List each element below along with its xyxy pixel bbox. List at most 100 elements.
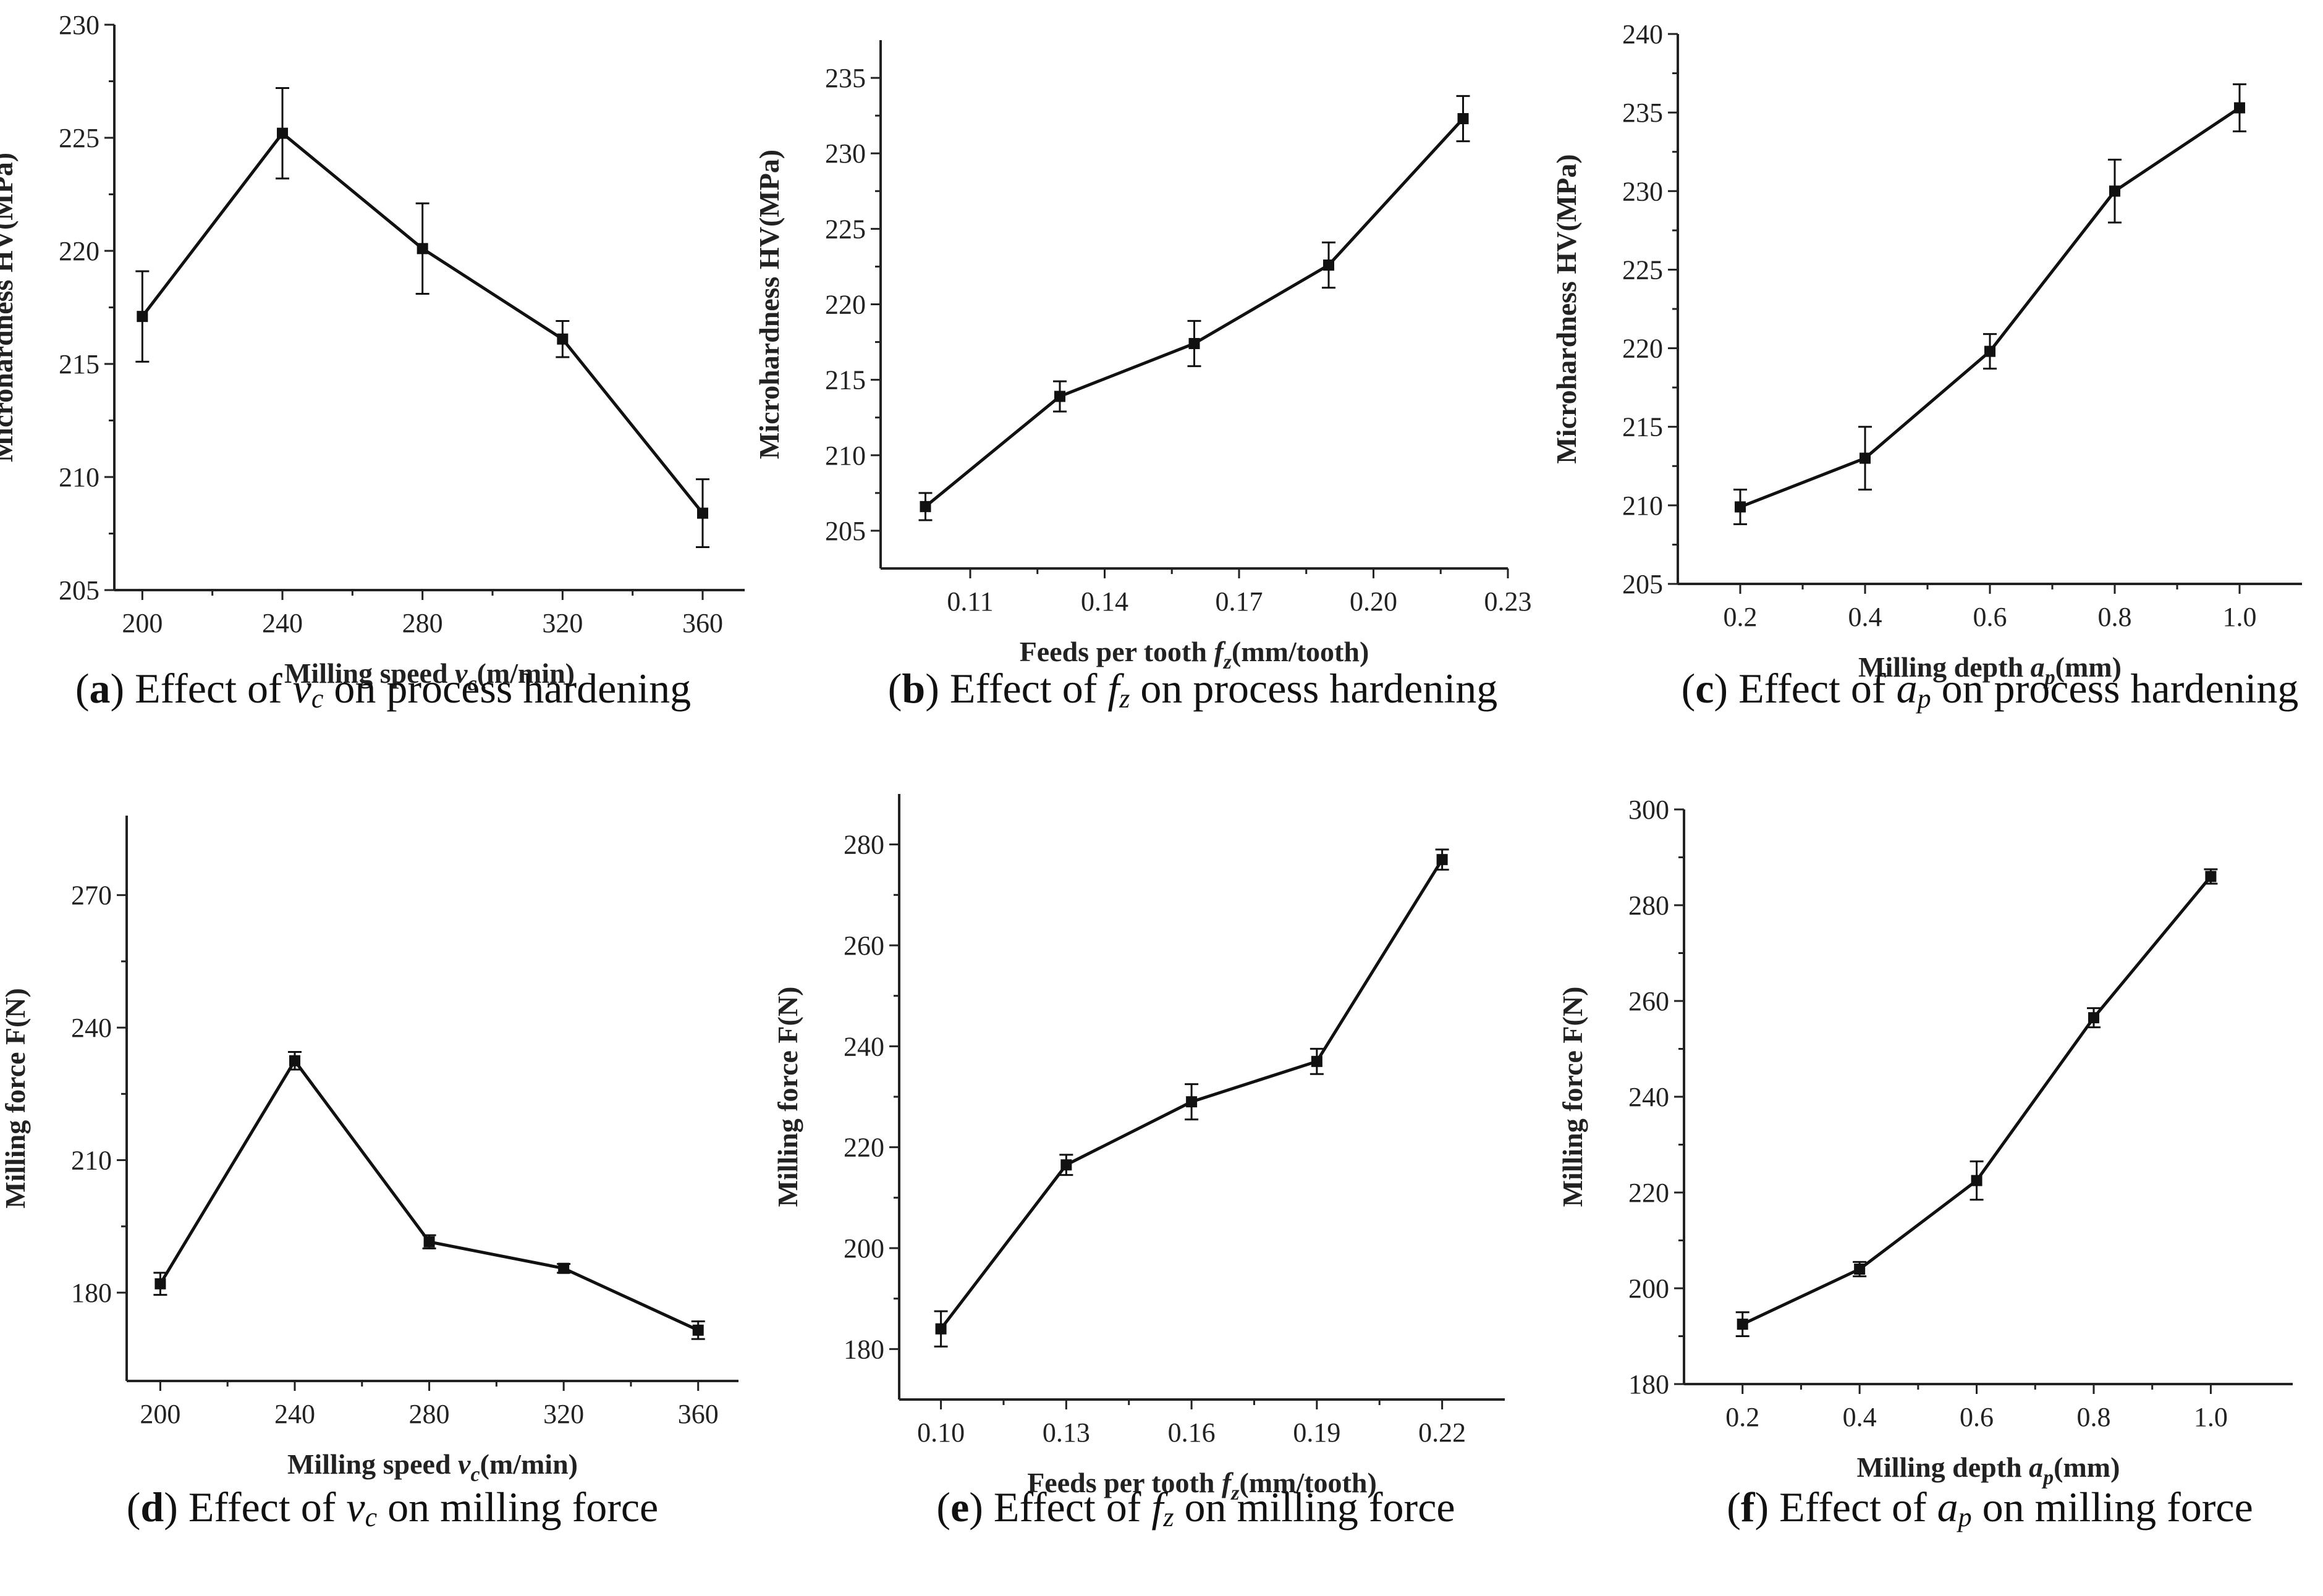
panel-caption-a: (a) Effect of vc on process hardening — [75, 665, 692, 714]
y-axis-title: Milling force F(N) — [0, 988, 31, 1209]
y-tick-label: 260 — [1628, 986, 1669, 1016]
x-tick-label: 320 — [543, 1399, 584, 1429]
data-point — [1323, 259, 1334, 271]
data-point — [1311, 1055, 1322, 1067]
y-tick-label: 210 — [825, 441, 866, 471]
y-tick-label: 225 — [59, 123, 99, 153]
chart-panel-c: 205 210 215 220 225 230 235 240 0.2 0.4 0.6 0.8 1.0 M… — [1551, 19, 2302, 689]
y-tick-label: 210 — [71, 1146, 112, 1176]
x-tick-label: 360 — [682, 608, 723, 638]
y-tick-label: 280 — [1628, 890, 1669, 921]
y-tick-label: 210 — [59, 462, 99, 492]
y-tick-label: 270 — [71, 880, 112, 911]
series-line — [1740, 106, 2241, 509]
y-tick-label: 240 — [1628, 1082, 1669, 1112]
chart-panel-b: 205 210 215 220 225 230 235 0.11 0.14 0.17 0.20 0.2… — [753, 40, 1532, 673]
y-tick-label: 180 — [71, 1278, 112, 1308]
data-point — [920, 500, 931, 512]
y-tick-label: 230 — [825, 138, 866, 169]
y-tick-label: 215 — [1622, 412, 1663, 442]
y-tick-label: 200 — [1628, 1273, 1669, 1304]
y-tick-label: 205 — [825, 516, 866, 546]
x-tick-label: 0.8 — [2076, 1402, 2110, 1432]
data-point — [417, 243, 428, 255]
x-tick-label: 1.0 — [2223, 602, 2257, 632]
series-line — [159, 1058, 699, 1332]
y-tick-label: 220 — [1628, 1178, 1669, 1208]
y-axis-title: Milling force F(N) — [772, 987, 803, 1207]
data-point — [289, 1055, 300, 1066]
x-tick-label: 0.11 — [947, 586, 993, 617]
x-axis-title: Milling depth ap(mm) — [1858, 651, 2122, 689]
data-point — [2234, 102, 2245, 114]
x-tick-label: 1.0 — [2194, 1402, 2228, 1432]
y-tick-label: 210 — [1622, 491, 1663, 521]
data-point — [1188, 338, 1200, 350]
x-tick-label: 0.20 — [1350, 586, 1397, 617]
y-axis-title: Milling force F(N) — [1557, 987, 1588, 1207]
x-tick-label: 240 — [274, 1399, 315, 1429]
x-tick-label: 0.22 — [1418, 1417, 1466, 1448]
panel-caption-f: (f) Effect of ap on milling force — [1727, 1484, 2253, 1532]
data-point — [2088, 1012, 2099, 1024]
y-tick-label: 215 — [59, 349, 99, 379]
y-tick-label: 215 — [825, 365, 866, 395]
y-axis-title: Microhardness HV(MPa) — [0, 153, 19, 462]
panel-caption-b: (b) Effect of fz on process hardening — [887, 665, 1498, 714]
series-line — [924, 117, 1465, 508]
panel-caption-d: (d) Effect of vc on milling force — [126, 1484, 659, 1532]
data-point — [1436, 854, 1448, 866]
x-tick-label: 0.16 — [1168, 1417, 1216, 1448]
data-point — [557, 333, 569, 345]
x-axis-title: Milling speed vc(m/min) — [284, 657, 575, 695]
chart-panel-f: 180 200 220 240 260 280 300 0.2 0.4 0.6 0.8 1.0 Mill… — [1557, 795, 2293, 1489]
data-point — [154, 1278, 166, 1290]
x-tick-label: 0.6 — [1960, 1402, 1994, 1432]
y-tick-label: 280 — [844, 830, 884, 860]
x-tick-label: 0.4 — [1843, 1402, 1877, 1432]
x-tick-label: 320 — [542, 608, 583, 638]
y-tick-label: 230 — [59, 10, 99, 40]
series-line — [141, 131, 704, 515]
data-point — [558, 1262, 570, 1274]
x-axis-title: Milling speed vc(m/min) — [287, 1448, 578, 1486]
data-point — [1971, 1175, 1982, 1186]
y-tick-label: 240 — [844, 1031, 884, 1062]
y-tick-label: 180 — [844, 1334, 884, 1364]
x-tick-label: 0.17 — [1216, 586, 1263, 617]
y-tick-label: 235 — [1622, 98, 1663, 128]
data-point — [1054, 391, 1065, 402]
chart-panel-a: 205 210 215 220 225 230 200 240 280 320 360 Microha… — [0, 10, 745, 695]
x-tick-label: 360 — [678, 1399, 719, 1429]
y-tick-label: 220 — [1622, 334, 1663, 364]
x-tick-label: 0.2 — [1724, 602, 1758, 632]
x-axis-title: Feeds per tooth fz(mm/tooth) — [1020, 636, 1369, 673]
y-tick-label: 235 — [825, 63, 866, 93]
y-tick-label: 225 — [825, 214, 866, 244]
data-point — [423, 1236, 435, 1248]
data-point — [1737, 1319, 1748, 1330]
data-point — [137, 311, 148, 323]
data-point — [1457, 113, 1469, 125]
x-tick-label: 0.4 — [1848, 602, 1882, 632]
y-axis-title: Microhardness HV(MPa) — [1551, 154, 1582, 463]
data-point — [1735, 501, 1746, 513]
y-tick-label: 230 — [1622, 176, 1663, 206]
data-point — [2205, 871, 2217, 882]
x-tick-label: 0.2 — [1725, 1402, 1759, 1432]
panel-caption-c: (c) Effect of ap on process hardening — [1681, 665, 2299, 714]
y-tick-label: 180 — [1628, 1369, 1669, 1400]
x-tick-label: 0.6 — [1973, 602, 2007, 632]
chart-panel-e: 180 200 220 240 260 280 0.10 0.13 0.16 0.19 0.22 Mi… — [772, 794, 1505, 1505]
x-tick-label: 0.8 — [2098, 602, 2132, 632]
x-tick-label: 0.13 — [1043, 1417, 1090, 1448]
y-axis-title: Microhardness HV(MPa) — [753, 150, 785, 459]
y-tick-label: 240 — [71, 1013, 112, 1043]
y-tick-label: 205 — [59, 575, 99, 606]
data-point — [692, 1324, 704, 1336]
x-tick-label: 240 — [262, 608, 303, 638]
data-point — [1860, 452, 1871, 464]
x-tick-label: 0.10 — [917, 1417, 965, 1448]
y-tick-label: 205 — [1622, 569, 1663, 599]
x-tick-label: 0.23 — [1484, 586, 1532, 617]
